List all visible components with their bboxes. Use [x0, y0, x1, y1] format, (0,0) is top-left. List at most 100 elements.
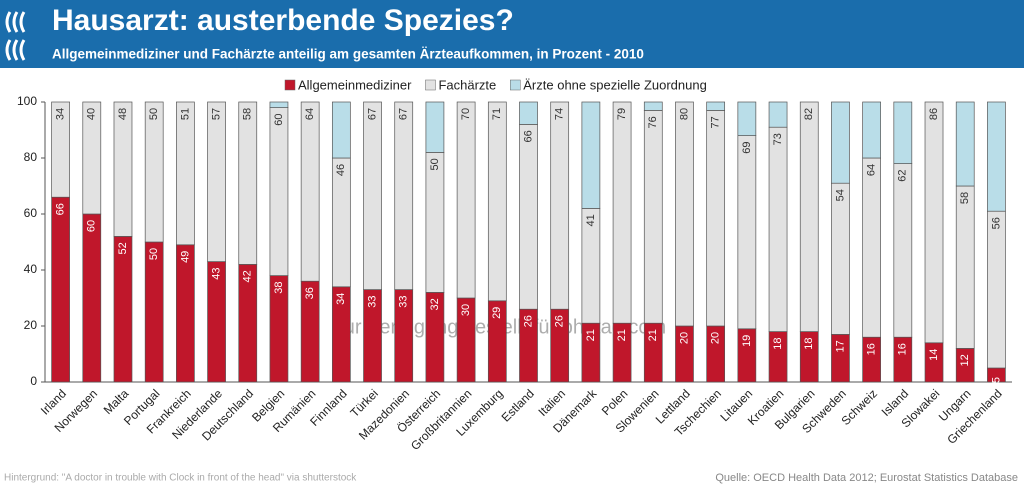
- data-label: 21: [585, 329, 597, 341]
- data-label: 33: [398, 295, 410, 307]
- y-tick-label: 60: [24, 206, 38, 220]
- data-label: 5: [990, 377, 1002, 383]
- bar-segment: [269, 107, 289, 276]
- bar-segment: [924, 101, 944, 344]
- data-label: 34: [55, 108, 67, 120]
- data-label: 60: [86, 220, 98, 232]
- bar-segment: [487, 101, 507, 302]
- bar-segment: [113, 236, 133, 383]
- bar-segment: [737, 135, 757, 330]
- bar-segment: [831, 101, 850, 184]
- data-label: 60: [273, 113, 285, 125]
- data-label: 20: [678, 332, 690, 344]
- data-label: 26: [522, 315, 534, 327]
- data-label: 77: [710, 116, 722, 128]
- y-tick-label: 100: [17, 94, 37, 108]
- data-label: 43: [210, 267, 222, 279]
- data-label: 12: [959, 354, 971, 366]
- bar-segment: [675, 101, 694, 327]
- bar-segment: [706, 101, 726, 111]
- data-label: 21: [616, 329, 628, 341]
- data-label: 38: [273, 281, 285, 293]
- bar-segment: [643, 101, 663, 111]
- data-label: 52: [117, 242, 129, 254]
- footnote: Hintergrund: "A doctor in trouble with C…: [4, 473, 357, 484]
- legend-swatch: [284, 79, 296, 91]
- data-label: 17: [834, 340, 846, 352]
- data-label: 66: [522, 130, 534, 142]
- bar-segment: [706, 110, 726, 327]
- data-label: 21: [647, 329, 659, 341]
- data-label: 50: [148, 108, 160, 120]
- bar-segment: [394, 101, 414, 290]
- data-label: 82: [803, 108, 815, 120]
- bar-segment: [768, 101, 788, 128]
- data-label: 64: [866, 164, 878, 176]
- bar-segment: [893, 163, 913, 338]
- data-label: 54: [834, 189, 846, 201]
- data-label: 26: [554, 315, 566, 327]
- bar-segment: [862, 157, 881, 338]
- data-label: 16: [866, 343, 878, 355]
- bar-segment: [862, 101, 881, 159]
- bar-segment: [269, 101, 289, 108]
- bar-segment: [987, 210, 1006, 369]
- data-label: 18: [803, 337, 815, 349]
- bar-segment: [737, 101, 757, 136]
- bar-segment: [519, 101, 538, 125]
- bar-segment: [300, 101, 320, 282]
- data-label: 51: [179, 108, 191, 120]
- bar-segment: [831, 182, 850, 335]
- bar-segment: [176, 101, 195, 246]
- data-label: 16: [897, 343, 909, 355]
- data-label: 58: [959, 192, 971, 204]
- data-label: 48: [117, 108, 129, 120]
- bar-segment: [550, 101, 570, 310]
- data-label: 19: [741, 335, 753, 347]
- data-label: 58: [242, 108, 254, 120]
- bar-segment: [363, 101, 382, 290]
- bar-segment: [643, 110, 663, 324]
- bar-segment: [331, 101, 351, 159]
- data-label: 14: [928, 349, 940, 361]
- bar-segment: [581, 101, 601, 209]
- data-label: 40: [86, 108, 98, 120]
- data-label: 30: [460, 304, 472, 316]
- bar-segment: [893, 101, 913, 164]
- data-label: 73: [772, 133, 784, 145]
- data-label: 29: [491, 307, 503, 319]
- legend-label: Fachärzte: [438, 77, 496, 92]
- data-label: 64: [304, 108, 316, 120]
- data-label: 57: [210, 108, 222, 120]
- data-label: 67: [398, 108, 410, 120]
- data-label: 79: [616, 108, 628, 120]
- bar-segment: [113, 101, 133, 237]
- data-label: 49: [179, 251, 191, 263]
- bar-segment: [51, 196, 70, 383]
- data-label: 67: [366, 108, 378, 120]
- bar-segment: [768, 126, 788, 332]
- data-label: 42: [242, 270, 254, 282]
- legend-label: Allgemeinmediziner: [298, 77, 412, 92]
- data-label: 80: [678, 108, 690, 120]
- legend-label: Ärzte ohne spezielle Zuordnung: [523, 77, 707, 92]
- source: Quelle: OECD Health Data 2012; Eurostat …: [715, 472, 1018, 484]
- data-label: 76: [647, 116, 659, 128]
- x-tick-label: Estland: [499, 386, 537, 424]
- bar-segment: [612, 101, 632, 324]
- data-label: 71: [491, 108, 503, 120]
- legend-swatch: [510, 79, 521, 91]
- bar-segment: [425, 101, 445, 153]
- data-label: 69: [741, 141, 753, 153]
- bar-segment: [82, 213, 102, 383]
- data-label: 36: [304, 287, 316, 299]
- y-tick-label: 80: [24, 150, 38, 164]
- bar-segment: [238, 101, 258, 265]
- data-label: 33: [366, 295, 378, 307]
- bar-segment: [331, 157, 351, 288]
- bar-segment: [51, 101, 70, 198]
- bar-segment: [82, 101, 102, 215]
- data-label: 66: [55, 203, 67, 215]
- data-label: 70: [460, 108, 472, 120]
